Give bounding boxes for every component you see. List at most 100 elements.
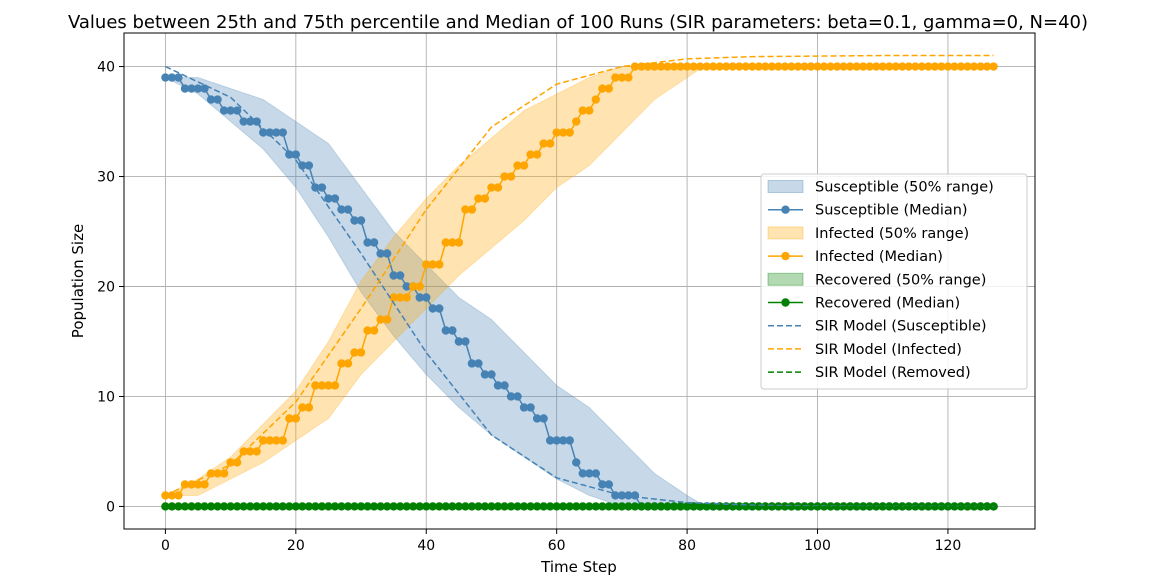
marker-recovered-median bbox=[402, 502, 411, 511]
y-tick-label: 30 bbox=[97, 170, 115, 186]
marker-recovered-median bbox=[689, 502, 698, 511]
marker-infected-median bbox=[539, 139, 548, 148]
marker-infected-median bbox=[611, 73, 620, 82]
marker-infected-median bbox=[728, 62, 737, 71]
marker-recovered-median bbox=[780, 502, 790, 511]
legend-label: SIR Model (Infected) bbox=[815, 342, 962, 358]
legend-label: SIR Model (Removed) bbox=[815, 365, 971, 381]
marker-susceptible-median bbox=[343, 205, 353, 214]
marker-infected-median bbox=[474, 194, 483, 203]
marker-infected-median bbox=[278, 436, 287, 445]
marker-infected-median bbox=[369, 326, 379, 335]
marker-susceptible-median bbox=[506, 392, 516, 401]
marker-infected-median bbox=[656, 62, 666, 71]
legend-frame bbox=[760, 173, 1028, 390]
marker-recovered-median bbox=[330, 502, 340, 511]
marker-recovered-median bbox=[167, 502, 177, 511]
x-tick-label: 80 bbox=[678, 538, 696, 554]
marker-infected-median bbox=[650, 62, 659, 71]
marker-infected-median bbox=[532, 150, 542, 159]
marker-infected-median bbox=[291, 414, 301, 423]
marker-infected-median bbox=[272, 436, 281, 445]
legend-swatch bbox=[767, 226, 804, 240]
marker-susceptible-median bbox=[585, 469, 594, 478]
marker-infected-median bbox=[598, 84, 607, 93]
marker-susceptible-median bbox=[552, 436, 561, 445]
y-axis-label: Population Size bbox=[69, 224, 87, 338]
marker-susceptible-median bbox=[461, 337, 470, 346]
marker-infected-median bbox=[969, 62, 979, 71]
marker-susceptible-median bbox=[617, 491, 627, 500]
marker-recovered-median bbox=[285, 502, 294, 511]
marker-infected-median bbox=[356, 348, 366, 357]
marker-infected-median bbox=[591, 95, 601, 104]
marker-recovered-median bbox=[422, 502, 431, 511]
marker-infected-median bbox=[174, 491, 183, 500]
marker-infected-median bbox=[428, 260, 437, 269]
marker-infected-median bbox=[800, 62, 809, 71]
marker-susceptible-median bbox=[519, 403, 529, 412]
marker-susceptible-median bbox=[539, 414, 548, 423]
marker-susceptible-median bbox=[213, 95, 222, 104]
marker-infected-median bbox=[415, 282, 424, 291]
marker-infected-median bbox=[337, 359, 346, 368]
marker-infected-median bbox=[669, 62, 679, 71]
model-sir-model-infected bbox=[165, 54, 994, 497]
marker-susceptible-median bbox=[435, 304, 444, 313]
marker-infected-median bbox=[311, 381, 320, 390]
marker-infected-median bbox=[558, 128, 568, 137]
marker-susceptible-median bbox=[272, 128, 281, 137]
marker-infected-median bbox=[963, 62, 972, 71]
marker-infected-median bbox=[454, 238, 464, 247]
marker-infected-median bbox=[904, 62, 914, 71]
marker-infected-median bbox=[832, 62, 842, 71]
marker-susceptible-median bbox=[193, 84, 203, 93]
marker-susceptible-median bbox=[480, 370, 490, 379]
legend: Susceptible (50% range) Susceptible (Medi… bbox=[760, 173, 1028, 390]
legend-label: Recovered (Median) bbox=[815, 296, 960, 312]
marker-susceptible-median bbox=[167, 73, 177, 82]
marker-recovered-median bbox=[474, 502, 483, 511]
marker-infected-median bbox=[617, 73, 627, 82]
marker-susceptible-median bbox=[630, 491, 640, 500]
marker-infected-median bbox=[741, 62, 750, 71]
marker-infected-median bbox=[350, 348, 359, 357]
y-tick-label: 0 bbox=[106, 499, 115, 515]
marker-infected-median bbox=[754, 62, 764, 71]
marker-susceptible-median bbox=[500, 381, 509, 390]
marker-susceptible-median bbox=[591, 469, 601, 478]
marker-infected-median bbox=[872, 62, 881, 71]
marker-infected-median bbox=[519, 161, 529, 170]
marker-infected-median bbox=[976, 62, 985, 71]
marker-susceptible-median bbox=[598, 480, 607, 489]
marker-infected-median bbox=[748, 62, 757, 71]
marker-susceptible-median bbox=[363, 238, 372, 247]
marker-infected-median bbox=[409, 282, 418, 291]
marker-infected-median bbox=[735, 62, 744, 71]
x-tick-label: 20 bbox=[287, 538, 305, 554]
marker-recovered-median bbox=[617, 502, 627, 511]
marker-infected-median bbox=[956, 62, 966, 71]
marker-susceptible-median bbox=[441, 326, 451, 335]
marker-recovered-median bbox=[232, 502, 242, 511]
marker-recovered-median bbox=[663, 502, 672, 511]
marker-infected-median bbox=[878, 62, 887, 71]
marker-infected-median bbox=[422, 260, 431, 269]
marker-recovered-median bbox=[493, 502, 503, 511]
marker-susceptible-median bbox=[350, 216, 359, 225]
marker-susceptible-median bbox=[187, 84, 196, 93]
marker-susceptible-median bbox=[324, 194, 333, 203]
marker-infected-median bbox=[793, 62, 803, 71]
marker-susceptible-median bbox=[467, 359, 477, 368]
x-axis-label: Time Step bbox=[540, 558, 617, 576]
marker-recovered-median bbox=[356, 502, 366, 511]
marker-infected-median bbox=[924, 62, 933, 71]
marker-infected-median bbox=[493, 183, 503, 192]
marker-infected-median bbox=[298, 403, 307, 412]
marker-infected-median bbox=[513, 161, 522, 170]
chart-title: Values between 25th and 75th percentile … bbox=[68, 12, 1088, 33]
marker-infected-median bbox=[943, 62, 953, 71]
marker-recovered-median bbox=[682, 502, 692, 511]
marker-infected-median bbox=[193, 480, 203, 489]
marker-infected-median bbox=[982, 62, 992, 71]
